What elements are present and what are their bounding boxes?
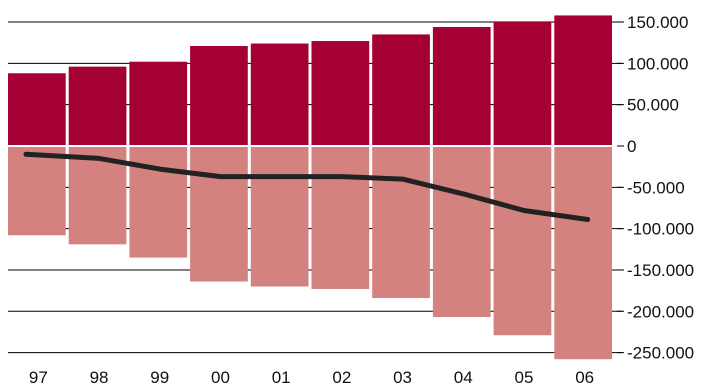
x-tick-label: 01	[272, 368, 291, 385]
x-tick-label: 97	[29, 368, 48, 385]
y-tick-label: 50.000	[627, 96, 679, 115]
y-axis: 150.000 100.000 50.000 0 -50.000 -100.000 -150…	[617, 13, 694, 363]
bar-negative	[250, 146, 309, 287]
bar-negative	[493, 146, 552, 336]
x-tick-label: 98	[90, 368, 109, 385]
x-tick-label: 04	[454, 368, 473, 385]
bar-positive	[190, 46, 248, 146]
bar-negative	[8, 146, 66, 236]
y-tick-label: -50.000	[627, 178, 685, 197]
bar-negative	[311, 146, 370, 289]
bar-positive	[372, 34, 430, 146]
y-tick-label: -250.000	[627, 344, 694, 363]
bar-positive	[432, 26, 491, 147]
bar-negative	[432, 146, 491, 318]
x-tick-label: 06	[575, 368, 594, 385]
y-tick-label: -150.000	[627, 261, 694, 280]
bar-positive	[8, 73, 66, 146]
x-tick-label: 99	[150, 368, 169, 385]
bar-positive	[311, 41, 370, 147]
bar-negative	[554, 146, 612, 360]
bars	[8, 15, 612, 360]
bar-positive	[129, 61, 188, 146]
y-tick-label: 0	[627, 137, 636, 156]
line-series	[23, 151, 591, 222]
x-tick-label: 03	[393, 368, 412, 385]
bar-negative	[190, 146, 248, 282]
x-tick-label: 00	[211, 368, 230, 385]
x-tick-label: 02	[332, 368, 351, 385]
bar-positive	[554, 15, 612, 146]
x-tick-label: 05	[514, 368, 533, 385]
bar-positive	[68, 66, 127, 146]
bar-positive	[250, 43, 309, 147]
y-tick-label: 100.000	[627, 54, 688, 73]
y-tick-label: -100.000	[627, 220, 694, 239]
y-tick-label: -200.000	[627, 302, 694, 321]
x-axis: 97 98 99 00 01 02 03 04 05 06	[29, 368, 594, 385]
bar-negative	[372, 146, 430, 299]
y-tick-label: 150.000	[627, 13, 688, 32]
line-series-path	[23, 151, 591, 222]
bar-positive	[493, 22, 552, 146]
